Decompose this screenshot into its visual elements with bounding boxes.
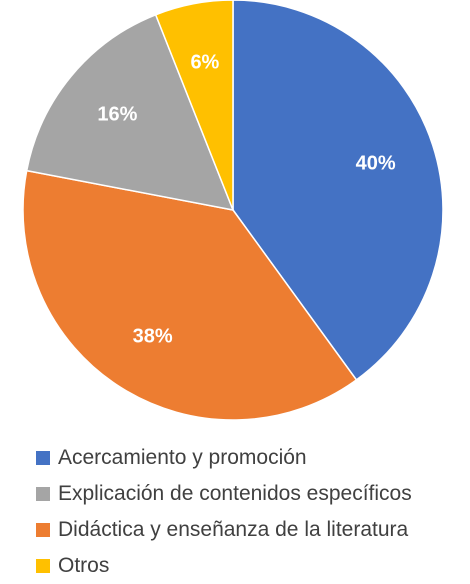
pie-chart: 40% 38% 16% 6%: [22, 0, 444, 421]
legend-item-explicacion: Explicación de contenidos específicos: [36, 476, 412, 512]
slice-label-2: 16%: [97, 103, 137, 125]
legend-item-didactica: Didáctica y enseñanza de la literatura: [36, 512, 412, 548]
slice-label-3: 6%: [190, 52, 219, 74]
pie-slice-1: [22, 169, 358, 421]
legend-label: Otros: [58, 554, 110, 577]
pie-slice-0: [232, 0, 444, 381]
legend-swatch: [36, 559, 50, 573]
slice-label-0: 40%: [356, 153, 396, 175]
slice-label-1: 38%: [133, 326, 173, 348]
pie-slice-2: [25, 13, 235, 211]
legend-swatch: [36, 523, 50, 537]
legend-label: Acercamiento y promoción: [58, 446, 307, 469]
chart-legend: Acercamiento y promoción Explicación de …: [36, 440, 412, 584]
pie-slice-3: [154, 0, 234, 211]
legend-label: Explicación de contenidos específicos: [58, 482, 412, 505]
legend-item-acercamiento: Acercamiento y promoción: [36, 440, 412, 476]
legend-label: Didáctica y enseñanza de la literatura: [58, 518, 409, 541]
legend-item-otros: Otros: [36, 548, 412, 584]
legend-swatch: [36, 487, 50, 501]
legend-swatch: [36, 451, 50, 465]
